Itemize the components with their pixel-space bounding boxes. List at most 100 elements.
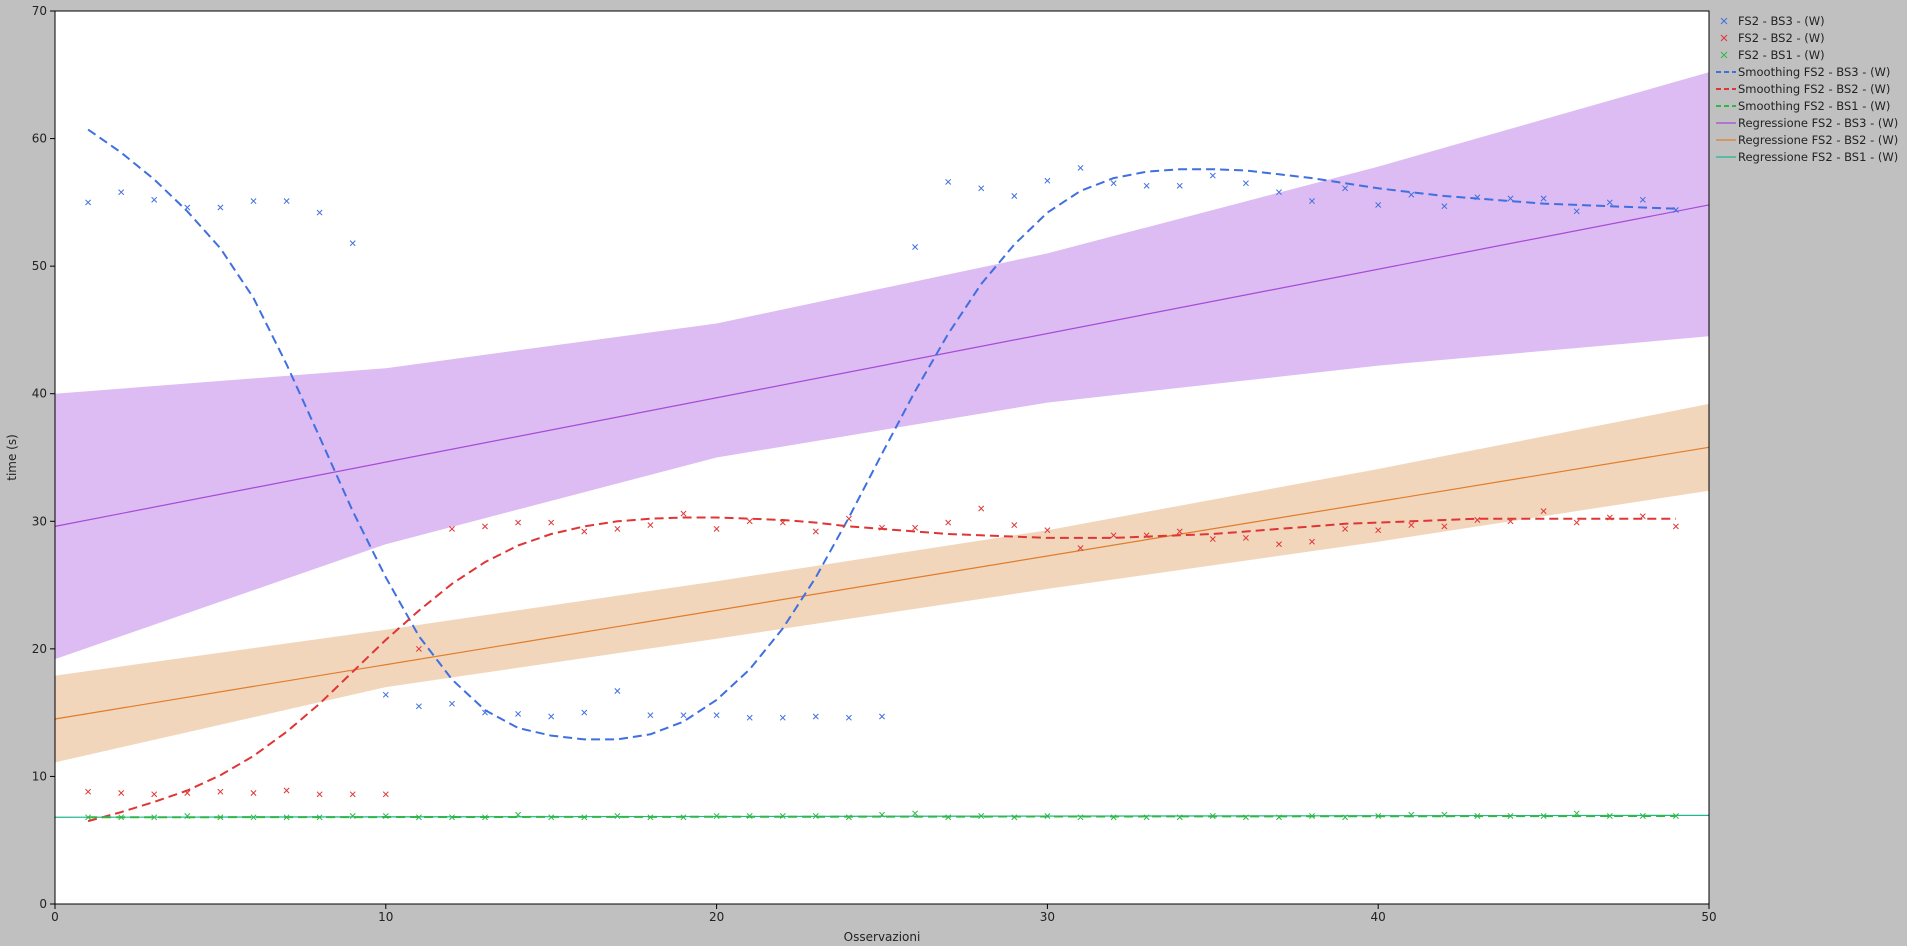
data-point (349, 240, 356, 247)
y-tick-label: 50 (32, 259, 47, 273)
y-tick-label: 10 (32, 769, 47, 783)
legend-item-smoothing-fs2-bs2-w: Smoothing FS2 - BS2 - (W) (1716, 82, 1890, 96)
smoothing-line-smoothing-fs2-bs1-w (88, 815, 1676, 819)
data-point (1242, 180, 1249, 187)
data-point (812, 528, 819, 535)
data-point (1474, 517, 1481, 523)
smoothing-lines (87, 128, 1676, 823)
data-point (1375, 201, 1382, 208)
series-fs2-bs2-w (85, 505, 1679, 798)
data-point (746, 714, 753, 721)
legend-label: Regressione FS2 - BS3 - (W) (1738, 116, 1898, 130)
data-point (1606, 813, 1613, 819)
data-point (1011, 193, 1018, 199)
data-point (1441, 523, 1448, 530)
data-point (515, 519, 522, 526)
x-tick-label: 20 (709, 910, 724, 924)
data-point (1342, 814, 1349, 821)
legend-label: FS2 - BS2 - (W) (1738, 31, 1825, 45)
y-tick-label: 60 (32, 132, 47, 146)
legend-item-smoothing-fs2-bs1-w: Smoothing FS2 - BS1 - (W) (1716, 99, 1890, 113)
data-point (250, 814, 257, 821)
data-point (250, 198, 257, 205)
x-tick-label: 50 (1701, 910, 1716, 924)
x-tick-label: 40 (1371, 910, 1386, 924)
x-tick-label: 10 (378, 910, 393, 924)
data-point (316, 209, 323, 216)
y-tick-label: 40 (32, 387, 47, 401)
data-point (449, 700, 455, 707)
legend-item-regressione-fs2-bs1-w: Regressione FS2 - BS1 - (W) (1716, 150, 1898, 164)
data-point (1573, 519, 1580, 526)
data-point (1242, 534, 1249, 541)
legend-label: FS2 - BS3 - (W) (1738, 14, 1825, 28)
data-point (85, 788, 92, 795)
data-point (1143, 182, 1150, 189)
data-point (151, 196, 158, 203)
data-point (548, 713, 555, 720)
data-point (1672, 523, 1679, 530)
data-point (845, 714, 852, 721)
plot-border (54, 10, 1710, 905)
x-axis: 0 10 20 30 40 50 (51, 904, 1717, 924)
data-point (614, 525, 621, 532)
y-axis-title: time (s) (5, 434, 19, 481)
data-point (1540, 813, 1547, 819)
data-point (217, 788, 224, 795)
data-point (1209, 536, 1216, 543)
data-point (250, 790, 257, 796)
legend-label: Smoothing FS2 - BS1 - (W) (1738, 99, 1890, 113)
legend-marker (1720, 34, 1728, 42)
data-point (879, 713, 885, 720)
data-point (283, 787, 290, 794)
data-point (1375, 527, 1382, 534)
data-point (746, 518, 753, 525)
x-tick-label: 30 (1040, 910, 1055, 924)
legend-label: FS2 - BS1 - (W) (1738, 48, 1825, 62)
data-point (217, 204, 224, 211)
legend-item-fs2-bs1-w: FS2 - BS1 - (W) (1720, 48, 1825, 62)
data-point (449, 814, 455, 821)
data-point (1309, 198, 1315, 205)
data-point (912, 524, 919, 531)
data-point (1408, 191, 1415, 198)
data-point (912, 810, 919, 817)
data-point (1044, 527, 1051, 534)
data-point (1110, 532, 1117, 539)
data-point (283, 198, 290, 205)
data-point (614, 688, 621, 694)
data-point (1441, 203, 1448, 210)
data-point (978, 185, 985, 192)
legend-label: Smoothing FS2 - BS2 - (W) (1738, 82, 1890, 96)
data-point (515, 710, 522, 717)
data-point (151, 814, 158, 821)
data-point (85, 199, 92, 206)
data-point (713, 712, 720, 719)
data-point (1077, 164, 1084, 171)
data-point (1011, 522, 1018, 529)
legend-item-regressione-fs2-bs3-w: Regressione FS2 - BS3 - (W) (1716, 116, 1898, 130)
data-point (548, 519, 555, 526)
data-point (118, 790, 125, 796)
y-axis: 0 10 20 30 40 50 60 70 (32, 4, 55, 911)
data-point (1342, 525, 1349, 532)
y-tick-label: 30 (32, 514, 47, 528)
data-point (1540, 508, 1547, 515)
data-point (912, 244, 919, 250)
legend-item-regressione-fs2-bs2-w: Regressione FS2 - BS2 - (W) (1716, 133, 1898, 147)
data-point (680, 510, 687, 517)
legend-label: Smoothing FS2 - BS3 - (W) (1738, 65, 1890, 79)
data-point (812, 813, 819, 819)
regression-line-regressione-fs2-bs3-w (54, 204, 1710, 527)
data-point (978, 813, 985, 819)
data-point (1176, 528, 1183, 535)
data-point (118, 189, 125, 196)
scatter-points (85, 164, 1679, 821)
y-tick-label: 0 (39, 897, 47, 911)
legend-label: Regressione FS2 - BS1 - (W) (1738, 150, 1898, 164)
x-tick-label: 0 (51, 910, 59, 924)
data-point (1639, 196, 1646, 203)
data-point (316, 791, 323, 798)
data-point (1606, 199, 1613, 206)
data-point (945, 519, 952, 526)
